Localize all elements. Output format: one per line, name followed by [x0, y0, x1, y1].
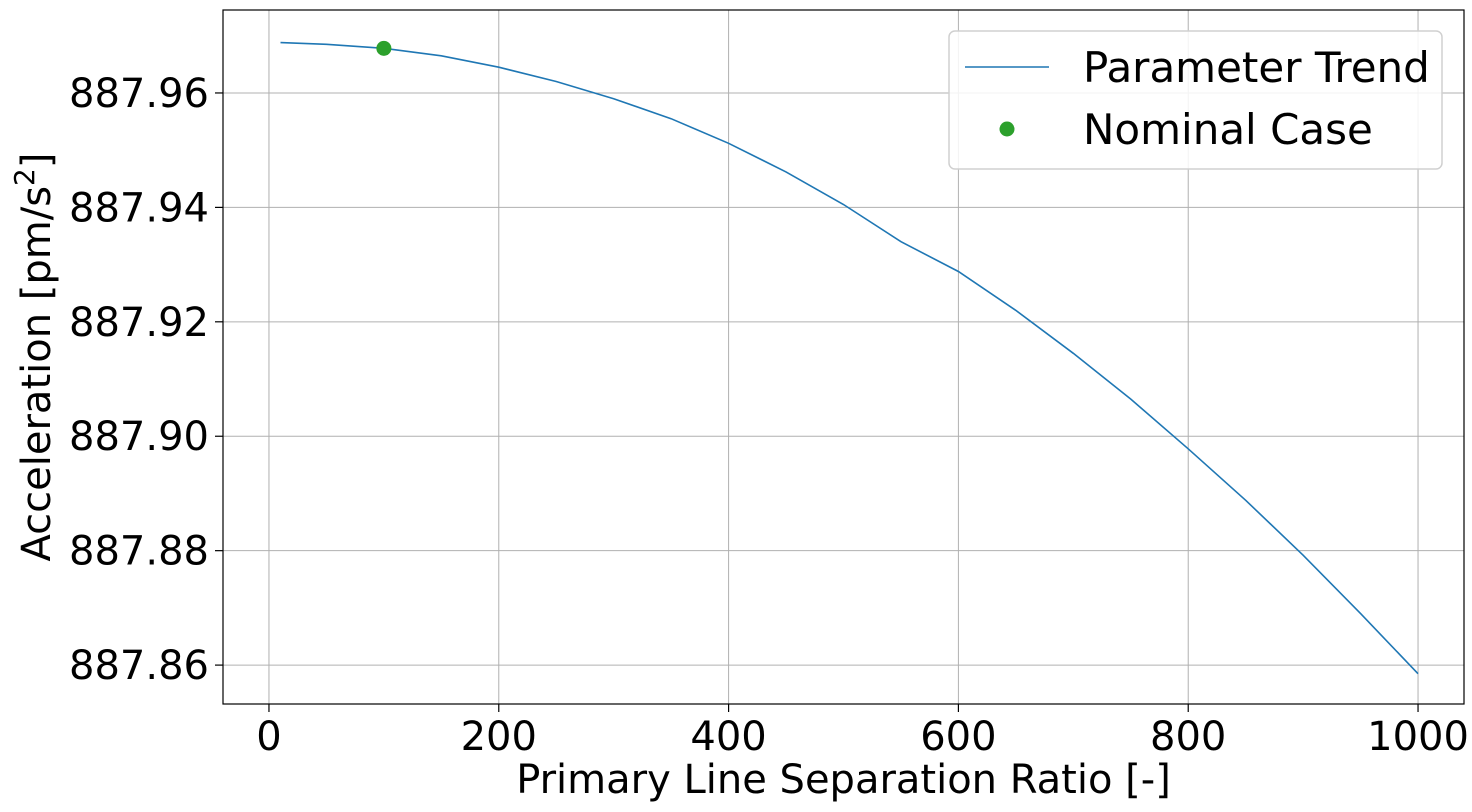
x-tick-label: 1000: [1367, 714, 1469, 760]
x-tick-label: 600: [920, 714, 996, 760]
series-line-parameter-trend: [280, 41, 1419, 675]
y-tick-label: 887.86: [69, 643, 209, 689]
x-tick-label: 200: [461, 714, 537, 760]
y-axis-label-main: Acceleration [pm/s: [14, 186, 60, 562]
y-axis-label-superscript: 2: [8, 168, 41, 186]
y-axis-label: Acceleration [pm/s2]: [8, 153, 61, 562]
x-tick-label: 800: [1150, 714, 1226, 760]
x-tick-label: 0: [256, 714, 281, 760]
y-tick-label: 887.90: [69, 414, 209, 460]
y-tick-label: 887.94: [69, 185, 209, 231]
y-tick-label: 887.92: [69, 300, 209, 346]
y-tick-label: 887.88: [69, 529, 209, 575]
x-tick-label: 400: [690, 714, 766, 760]
legend-label-nominal: Nominal Case: [1083, 105, 1373, 154]
legend-marker-swatch: [999, 121, 1015, 137]
y-axis-label-end: ]: [14, 153, 60, 169]
legend: Parameter Trend Nominal Case: [948, 30, 1443, 170]
series-layer: [280, 40, 1419, 675]
legend-box: [948, 30, 1443, 170]
y-tick-label: 887.96: [69, 71, 209, 117]
tick-layer: 0 200 400 600 800 1000 887.86 887.88 887.90 887.9…: [69, 71, 1469, 760]
nominal-case-point: [376, 40, 392, 56]
legend-label-trend: Parameter Trend: [1083, 43, 1430, 92]
plot-frame: [222, 9, 1465, 705]
x-axis-label: Primary Line Separation Ratio [-]: [516, 757, 1171, 803]
